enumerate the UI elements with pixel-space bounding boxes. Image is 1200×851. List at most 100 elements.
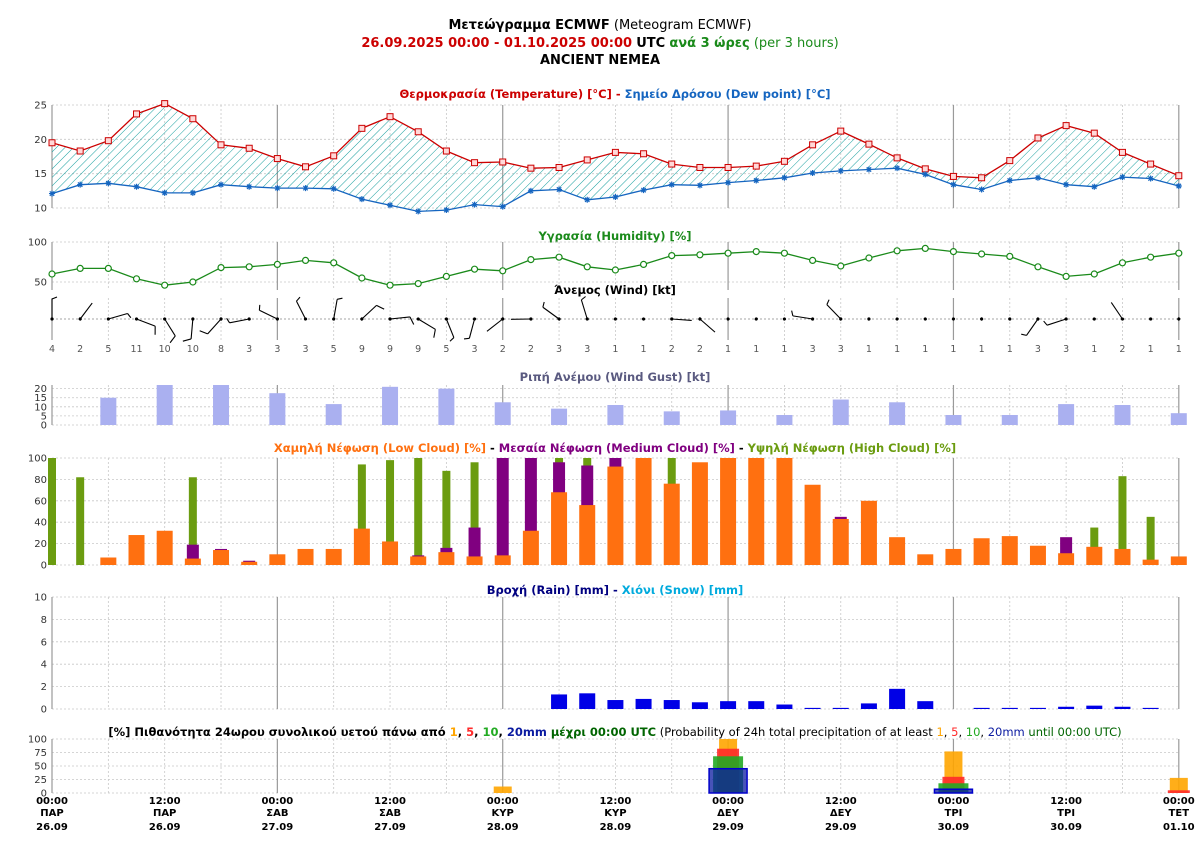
wind-speed-label: 11 (130, 344, 142, 355)
probability-panel-title-part-16: 20mm (988, 725, 1025, 739)
gust-bar (720, 410, 737, 425)
wind-barb (542, 301, 561, 321)
wind-barb-shaft (445, 318, 455, 338)
humidity-point (1006, 252, 1014, 260)
low-cloud-bar (973, 538, 990, 565)
rain-panel-title-part-2: Χιόνι (Snow) [mm] (622, 583, 744, 597)
rain-bar (607, 700, 624, 709)
dewpoint-point (330, 185, 337, 192)
dewpoint-point (837, 167, 844, 174)
humidity-point (442, 272, 450, 280)
humidity-point (1062, 272, 1070, 280)
rain-ytick-4: 8 (41, 615, 47, 626)
low-cloud-bar (804, 484, 821, 565)
temp-panel-title-part-0: Θερμοκρασία (Temperature) [°C] (399, 87, 611, 101)
temperature-point (949, 172, 957, 180)
date-label: 30.09 (938, 822, 970, 833)
wind-barb-flag (1021, 333, 1027, 336)
humidity-point (808, 256, 817, 264)
temperature-point (1006, 157, 1014, 165)
gust-bar (945, 415, 962, 425)
low-cloud-bar (1142, 559, 1159, 565)
wind-barb-shaft (259, 309, 278, 320)
rain-bar (832, 707, 849, 709)
wind-station-dot (388, 317, 392, 321)
wind-station-dot (698, 317, 702, 321)
gust-bar (776, 415, 793, 425)
wind-barb (726, 317, 730, 321)
wind-speed-label: 3 (274, 344, 280, 355)
low-cloud-bar (382, 541, 399, 565)
probability-panel-title-part-9: (Probability of 24h total precipitation … (656, 725, 936, 739)
wind-station-dot (501, 317, 505, 321)
temperature-point (780, 157, 788, 165)
wind-station-dot (472, 317, 477, 321)
wind-barb-shaft (164, 318, 176, 337)
wind-station-dot (275, 317, 279, 321)
dewpoint-point (415, 208, 422, 215)
humidity-point (358, 274, 366, 282)
wind-speed-label: 2 (669, 344, 675, 355)
wind-speed-label: 1 (781, 344, 787, 355)
low-cloud-bar (269, 554, 286, 565)
wind-barb (698, 317, 716, 333)
temp-panel-title-part-2: Σημείο Δρόσου (Dew point) [°C] (625, 87, 831, 101)
wind-barb-flag (51, 296, 58, 300)
humidity-point (301, 256, 310, 264)
gust-bar (1058, 404, 1075, 425)
rain-bar (1001, 707, 1018, 709)
step-sub: (per 3 hours) (753, 36, 839, 51)
humidity-point (668, 252, 676, 260)
day-label: ΚΥΡ (492, 808, 514, 819)
temperature-point (893, 154, 901, 162)
wind-speed-label: 9 (387, 344, 393, 355)
wind-barb (613, 317, 618, 321)
high-cloud-bar (357, 464, 366, 565)
probability-bar-1 (493, 786, 512, 793)
humidity-point (1147, 253, 1155, 261)
wind-barb-flag (791, 310, 794, 316)
date-label: 26.09 (36, 822, 68, 833)
temperature-point (1118, 148, 1126, 156)
wind-barb (295, 296, 308, 321)
wind-speed-label: 1 (922, 344, 928, 355)
time-label: 12:00 (599, 796, 631, 807)
wind-barb (951, 317, 956, 321)
wind-barb-shaft (108, 312, 128, 320)
date-label: 01.10 (1163, 822, 1195, 833)
cloud-panel-title: Χαμηλή Νέφωση (Low Cloud) [%] - Μεσαία Ν… (274, 441, 956, 455)
low-cloud-bar (1114, 548, 1131, 565)
high-cloud-bar (1090, 527, 1099, 565)
wind-speed-label: 9 (415, 344, 421, 355)
wind-station-dot (726, 317, 730, 321)
dewpoint-point (358, 196, 365, 203)
time-label: 00:00 (487, 796, 519, 807)
gust-ytick-2: 10 (34, 402, 47, 413)
wind-barb-flag (433, 329, 436, 338)
gust-bar (438, 388, 455, 425)
wind-station-dot (923, 317, 927, 321)
low-cloud-bar (1058, 553, 1075, 565)
wind-barb-flag (337, 297, 343, 300)
period-line: 26.09.2025 00:00 - 01.10.2025 00:00 UTC … (0, 35, 1200, 52)
wind-barb-flag (182, 338, 192, 342)
time-label: 00:00 (1163, 796, 1195, 807)
probability-bar-20mm (708, 767, 748, 794)
day-label: ΤΡΙ (1057, 808, 1075, 819)
wind-barb (1008, 317, 1012, 321)
cloud-ytick-2: 40 (34, 518, 47, 529)
wind-barb (580, 296, 589, 321)
rain-bar (889, 688, 906, 709)
humidity-point (1118, 259, 1127, 267)
wind-station-dot (219, 317, 223, 321)
rain-bar (776, 704, 793, 709)
day-label: ΚΥΡ (604, 808, 626, 819)
dewpoint-point (668, 181, 675, 188)
dewpoint-point (696, 182, 703, 189)
wind-barb-shaft (486, 318, 504, 332)
humidity-point (1175, 249, 1183, 257)
dewpoint-point (443, 207, 450, 214)
wind-barb-shaft (1026, 318, 1039, 336)
temperature-point (668, 160, 676, 168)
period-start: 26.09.2025 00:00 (361, 36, 490, 51)
